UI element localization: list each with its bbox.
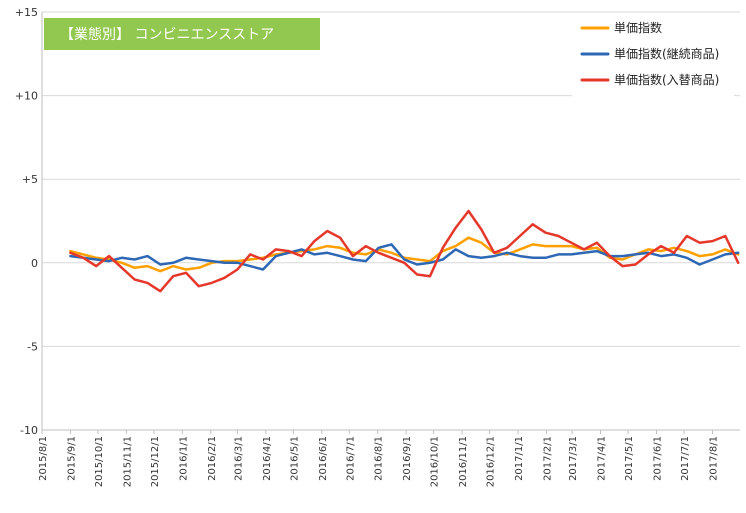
x-tick-label: 2016/4/1 bbox=[262, 436, 273, 481]
x-tick-label: 2015/12/1 bbox=[150, 436, 161, 487]
x-tick-label: 2017/2/1 bbox=[542, 436, 553, 481]
x-tick-label: 2015/9/1 bbox=[66, 436, 77, 481]
series-line-3 bbox=[69, 209, 740, 293]
x-tick-label: 2017/1/1 bbox=[514, 436, 525, 481]
x-tick-label: 2016/7/1 bbox=[345, 436, 356, 481]
chart-title-background bbox=[44, 18, 320, 50]
x-tick-label: 2015/8/1 bbox=[38, 436, 49, 481]
chart-title-box: 【業態別】 コンビニエンスストア bbox=[44, 18, 320, 50]
x-tick-label: 2016/5/1 bbox=[289, 436, 300, 481]
x-axis-tick-labels: 2015/8/1 2015/9/1 2015/10/1 2015/11/1 2015/1… bbox=[38, 436, 719, 487]
y-axis-tick-labels: -10 -5 0 +5 +10 +15 bbox=[15, 6, 38, 437]
y-tick-label: +10 bbox=[15, 90, 38, 103]
chart-title: 【業態別】 コンビニエンスストア bbox=[60, 27, 274, 43]
y-tick-label: +15 bbox=[15, 6, 38, 19]
legend-label-1: 単価指数 bbox=[614, 20, 662, 35]
x-tick-label: 2016/3/1 bbox=[233, 436, 244, 481]
x-tick-label: 2017/5/1 bbox=[624, 436, 635, 481]
y-tick-label: 0 bbox=[31, 257, 38, 270]
x-tick-label: 2016/12/1 bbox=[486, 436, 497, 487]
x-tick-label: 2017/7/1 bbox=[680, 436, 691, 481]
x-tick-label: 2016/1/1 bbox=[178, 436, 189, 481]
legend-label-2: 単価指数(継続商品) bbox=[614, 46, 719, 61]
y-tick-label: +5 bbox=[22, 173, 38, 186]
x-tick-label: 2017/4/1 bbox=[597, 436, 608, 481]
x-tick-label: 2016/2/1 bbox=[207, 436, 218, 481]
series-layer bbox=[69, 209, 740, 293]
x-tick-label: 2015/11/1 bbox=[122, 436, 133, 487]
x-tick-label: 2016/9/1 bbox=[402, 436, 413, 481]
x-tick-label: 2016/6/1 bbox=[318, 436, 329, 481]
x-tick-label: 2017/6/1 bbox=[653, 436, 664, 481]
x-tick-label: 2017/3/1 bbox=[568, 436, 579, 481]
y-tick-label: -10 bbox=[20, 424, 38, 437]
x-tick-label: 2016/8/1 bbox=[374, 436, 385, 481]
series-line-2 bbox=[69, 243, 740, 271]
y-tick-label: -5 bbox=[27, 340, 38, 353]
x-tick-label: 2016/10/1 bbox=[430, 436, 441, 487]
x-tick-label: 2015/10/1 bbox=[94, 436, 105, 487]
x-tick-label: 2017/8/1 bbox=[708, 436, 719, 481]
x-tick-label: 2016/11/1 bbox=[458, 436, 469, 487]
legend-label-3: 単価指数(入替商品) bbox=[614, 72, 719, 87]
